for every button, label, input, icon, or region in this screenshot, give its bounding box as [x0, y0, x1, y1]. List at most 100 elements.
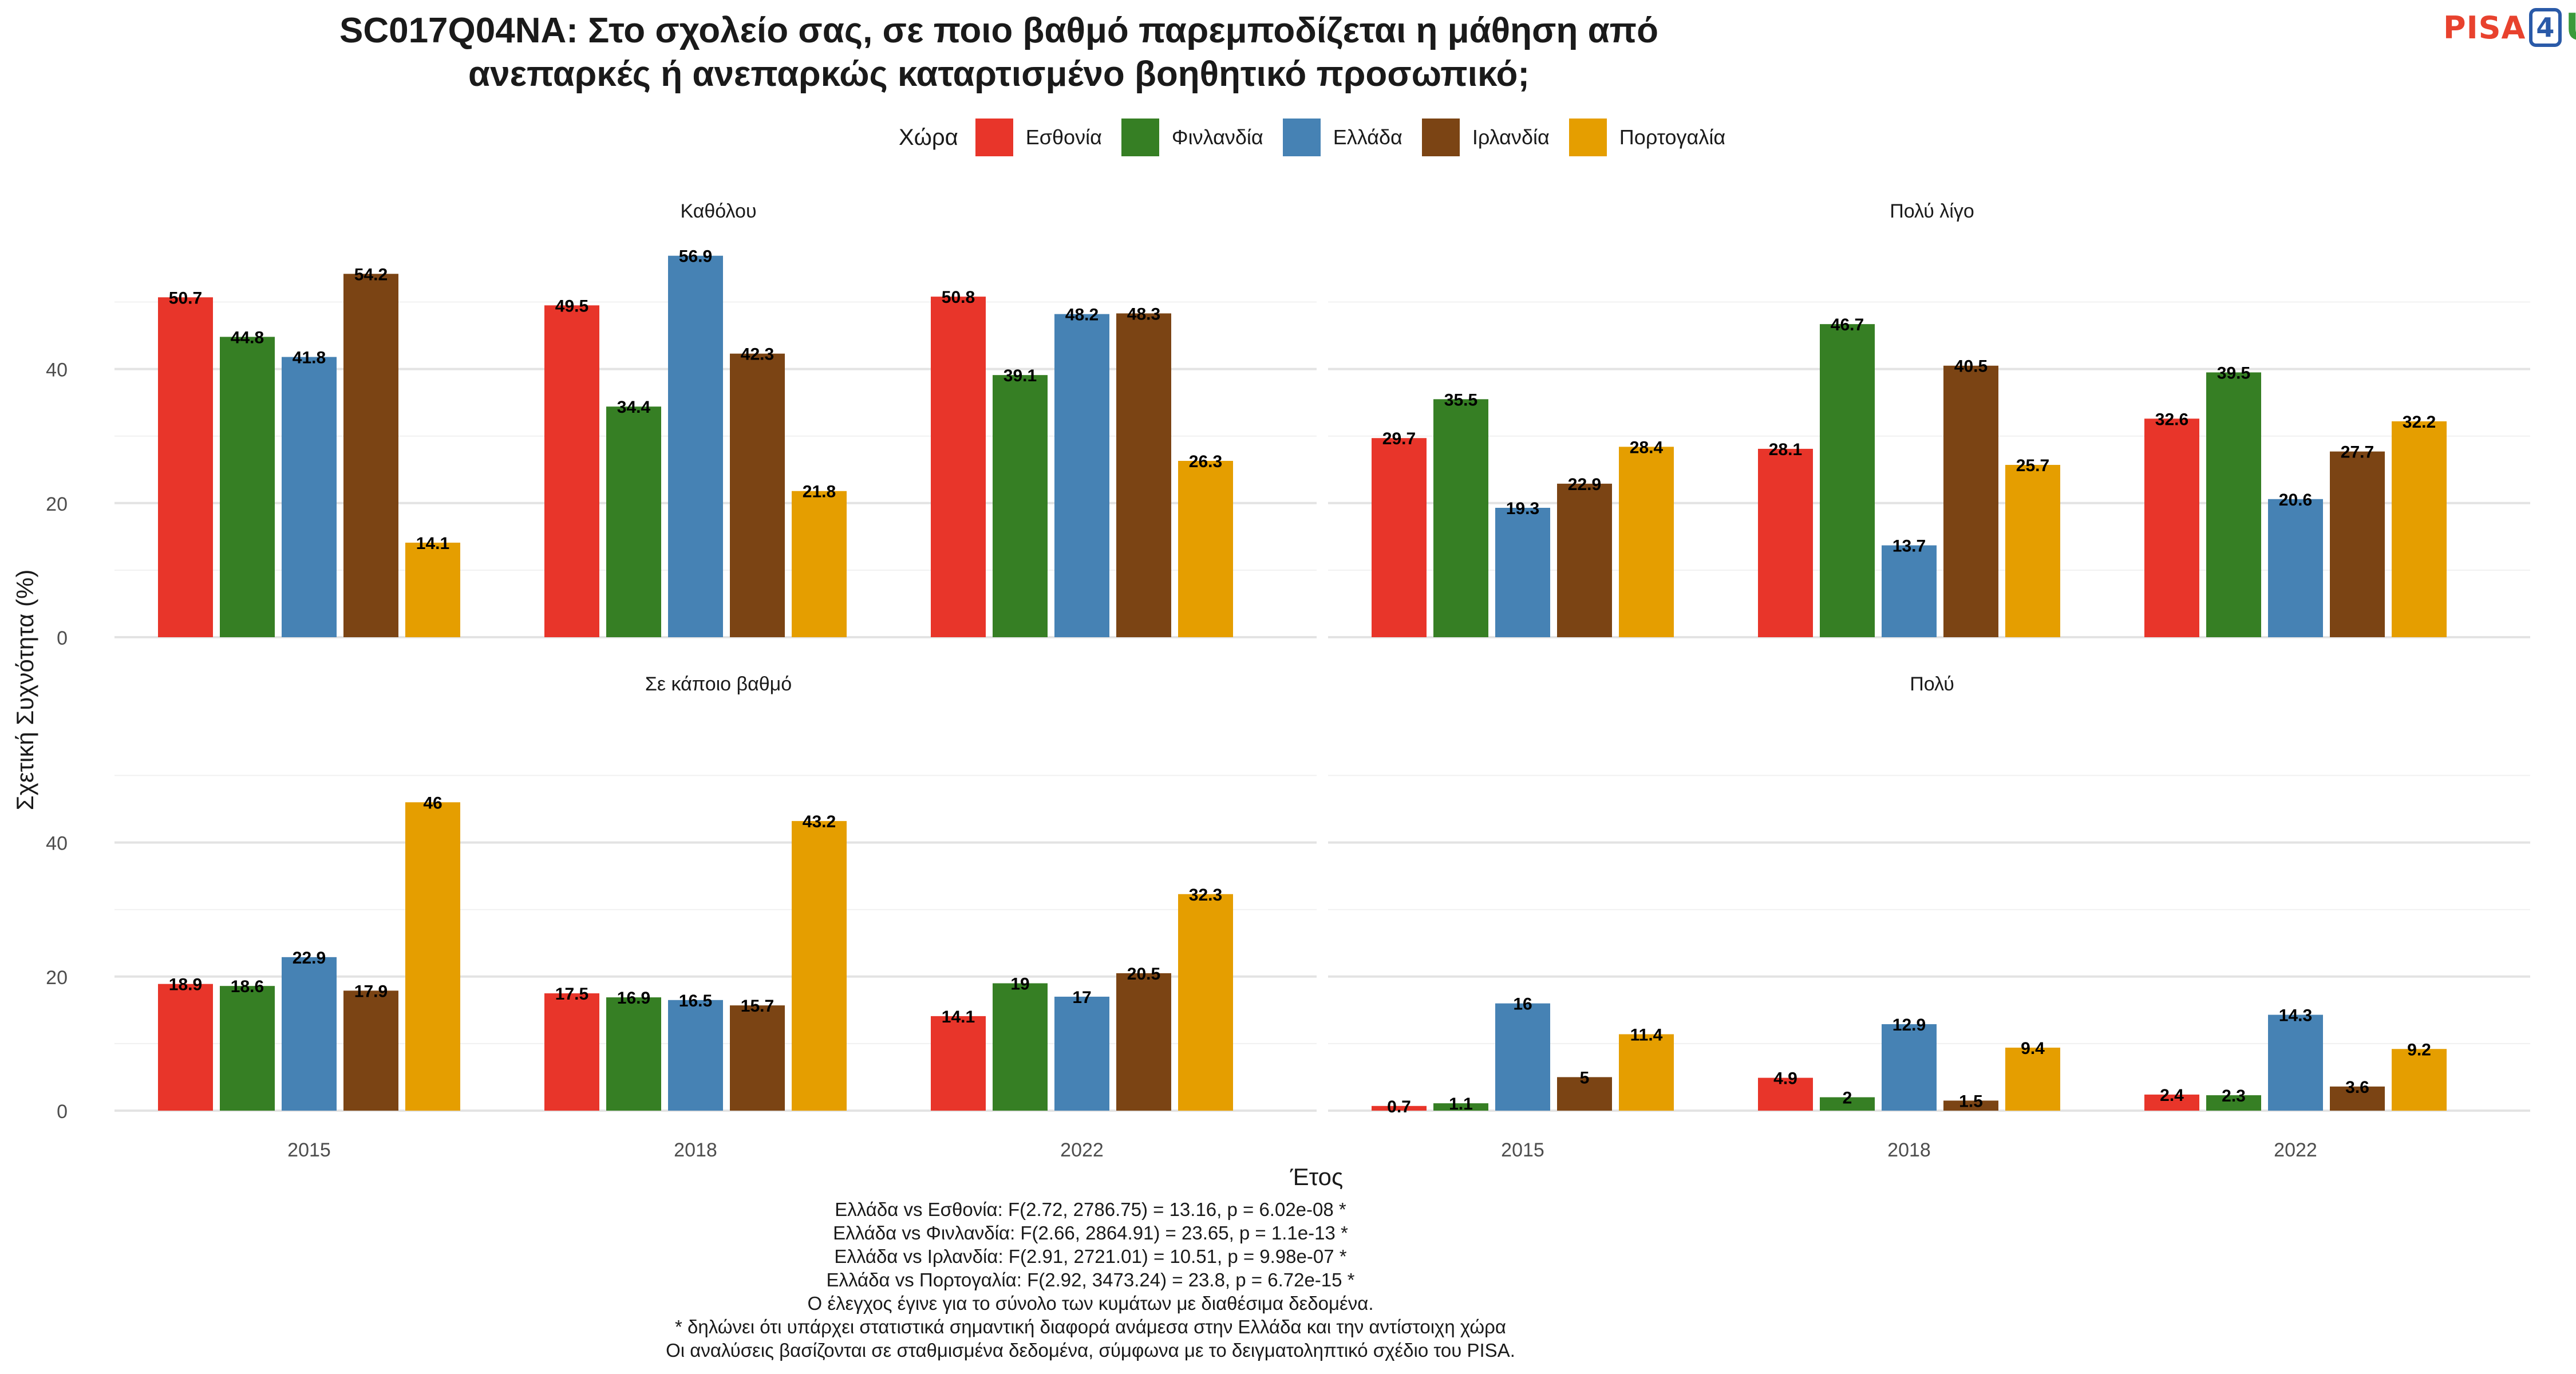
legend-swatch-estonia	[975, 119, 1013, 156]
bar-value-label: 32.3	[1189, 886, 1222, 905]
y-tick-label: 20	[46, 493, 68, 515]
legend-item-estonia: Εσθονία	[975, 119, 1102, 156]
bar	[405, 542, 460, 637]
bar	[2330, 1086, 2385, 1111]
bar-value-label: 14.1	[942, 1008, 975, 1026]
bar	[544, 305, 599, 637]
legend-item-ireland: Ιρλανδία	[1421, 119, 1550, 156]
bar	[606, 997, 661, 1111]
bar	[1178, 894, 1233, 1111]
bar	[1820, 1097, 1875, 1111]
bar-value-label: 13.7	[1893, 537, 1926, 556]
caption-line-2: Ελλάδα vs Φινλανδία: F(2.66, 2864.91) = …	[833, 1222, 1348, 1243]
bar-value-label: 15.7	[741, 997, 774, 1016]
bar-value-label: 44.8	[231, 328, 264, 347]
bar-value-label: 21.8	[803, 483, 836, 502]
bar-value-label: 35.5	[1444, 390, 1477, 409]
bar-value-label: 16	[1513, 995, 1532, 1014]
bar-value-label: 5	[1580, 1068, 1590, 1087]
bar	[730, 353, 785, 637]
x-tick-label: 2018	[1887, 1139, 1931, 1161]
bar-value-label: 49.5	[555, 297, 588, 315]
bar	[931, 1016, 986, 1111]
bar	[792, 491, 847, 637]
bar	[282, 957, 337, 1111]
bar	[2268, 1014, 2323, 1111]
y-axis-label: Σχετική Συχνότητα (%)	[11, 570, 38, 811]
bar	[1820, 324, 1875, 637]
bar	[1758, 448, 1813, 637]
bar-value-label: 9.4	[2021, 1039, 2045, 1058]
bar-value-label: 39.1	[1003, 366, 1037, 385]
bar	[220, 337, 275, 637]
bar	[544, 993, 599, 1111]
bar	[1054, 314, 1109, 637]
bar	[1882, 545, 1937, 637]
bar-value-label: 34.4	[617, 398, 651, 417]
bar	[282, 357, 337, 637]
bar-value-label: 26.3	[1189, 452, 1222, 471]
bar-value-label: 27.7	[2341, 443, 2374, 462]
bar	[1557, 483, 1612, 637]
bar-value-label: 20.6	[2279, 491, 2312, 510]
bar-value-label: 50.8	[942, 288, 975, 307]
bar-value-label: 14.1	[416, 534, 449, 553]
bar	[606, 406, 661, 637]
bar	[792, 821, 847, 1111]
y-tick-label: 0	[57, 1101, 68, 1123]
caption-line-7: Οι αναλύσεις βασίζονται σε σταθμισμένα δ…	[666, 1340, 1515, 1361]
panel-1: Καθόλου 50.7 44.8 41.8 54.2 14.1 49.5 34.4 56.9 4…	[114, 200, 1317, 638]
pisa4u-logo: PISA 4 U	[2443, 5, 2576, 50]
bar-value-label: 22.9	[1568, 475, 1601, 494]
bar	[993, 983, 1048, 1111]
bar	[1116, 973, 1171, 1111]
bar-value-label: 16.5	[679, 992, 712, 1010]
logo-text-four: 4	[2529, 8, 2562, 47]
bar	[1433, 1103, 1488, 1111]
chart-title-line-2: ανεπαρκές ή ανεπαρκώς καταρτισμένο βοηθη…	[468, 54, 1530, 94]
bar-value-label: 50.7	[169, 289, 202, 307]
caption-line-4: Ελλάδα vs Πορτογαλία: F(2.92, 3473.24) =…	[826, 1269, 1355, 1290]
bar	[1557, 1077, 1612, 1111]
bar-value-label: 46.7	[1831, 315, 1864, 334]
y-tick-label: 0	[57, 627, 68, 649]
bar	[668, 255, 723, 637]
bar	[405, 802, 460, 1111]
bar-value-label: 9.2	[2407, 1040, 2431, 1059]
bar	[1372, 438, 1427, 637]
bar	[1495, 507, 1550, 637]
caption-line-1: Ελλάδα vs Εσθονία: F(2.72, 2786.75) = 13…	[835, 1199, 1346, 1220]
panel-title: Πολύ λίγο	[1890, 200, 1974, 222]
bar-value-label: 0.7	[1387, 1097, 1411, 1116]
y-tick-label: 20	[46, 967, 68, 989]
bar-value-label: 46	[423, 793, 442, 812]
bar-value-label: 20.5	[1127, 965, 1160, 984]
bar	[2144, 418, 2199, 637]
bar	[2392, 1049, 2447, 1111]
caption-line-5: Ο έλεγχος έγινε για το σύνολο των κυμάτω…	[807, 1293, 1374, 1314]
bar-value-label: 17.9	[354, 982, 388, 1001]
bar-value-label: 48.2	[1065, 306, 1099, 325]
caption-line-6: * δηλώνει ότι υπάρχει στατιστικά σημαντι…	[675, 1316, 1506, 1337]
bar-value-label: 28.4	[1630, 438, 1664, 457]
legend-label-ireland: Ιρλανδία	[1472, 125, 1550, 149]
bar	[343, 274, 398, 637]
panel-4: Πολύ 0.7 1.1 16 5 11.4 4.9 2 12.9 1.5 9.4 2.4 2.3 14.…	[1328, 673, 2530, 1116]
caption-line-3: Ελλάδα vs Ιρλανδία: F(2.91, 2721.01) = 1…	[834, 1246, 1347, 1267]
bar	[343, 990, 398, 1111]
bar	[1054, 996, 1109, 1111]
bar-value-label: 11.4	[1630, 1026, 1663, 1045]
bar	[1882, 1024, 1937, 1111]
x-tick-label: 2015	[287, 1139, 331, 1161]
bar-value-label: 4.9	[1773, 1069, 1797, 1088]
bar-value-label: 32.6	[2155, 410, 2188, 429]
bar-value-label: 2.4	[2160, 1086, 2184, 1105]
legend-swatch-greece	[1282, 119, 1321, 156]
bar	[1943, 1100, 1998, 1111]
legend-title: Χώρα	[899, 124, 958, 150]
legend-item-greece: Ελλάδα	[1282, 119, 1402, 156]
bar-value-label: 1.1	[1449, 1095, 1473, 1114]
bar	[1758, 1077, 1813, 1111]
x-tick-label: 2015	[1501, 1139, 1544, 1161]
bar	[2005, 1047, 2060, 1111]
